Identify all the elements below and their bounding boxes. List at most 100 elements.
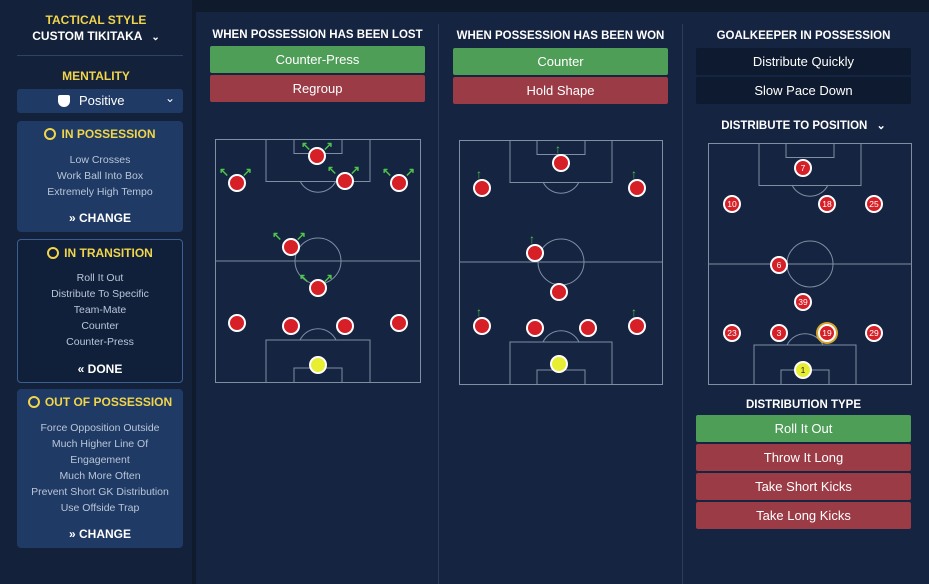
goalkeeper-marker[interactable] [309,356,327,374]
in-possession-instructions: Low Crosses Work Ball Into Box Extremely… [17,152,183,200]
player-marker[interactable]: 10 [723,195,741,213]
player-marker[interactable] [336,172,354,190]
player-marker[interactable] [390,174,408,192]
hold-shape-button[interactable]: Hold Shape [453,77,668,104]
in-possession-panel[interactable]: IN POSSESSION Low Crosses Work Ball Into… [17,121,183,232]
player-marker[interactable] [282,317,300,335]
press-arrow-icon: ↗ [323,139,334,153]
shield-icon [58,95,70,107]
done-button[interactable]: « DONE [77,362,123,376]
mentality-dropdown[interactable]: Positive ⌄ [17,89,183,113]
player-marker[interactable] [390,314,408,332]
pitch-markings [215,139,421,383]
instruction-line: Use Offside Trap [60,502,140,514]
press-arrow-icon: ↖ [272,229,283,243]
divider [17,55,183,56]
in-transition-title: IN TRANSITION [18,246,182,260]
instruction-line: Engagement [70,454,130,466]
goalkeeper-marker[interactable] [550,355,568,373]
player-marker[interactable] [526,244,544,262]
player-marker[interactable] [336,317,354,335]
player-marker[interactable] [552,154,570,172]
player-marker[interactable] [228,174,246,192]
instruction-line: Low Crosses [69,154,131,166]
player-marker[interactable]: 39 [794,293,812,311]
goalkeeper-column: GOALKEEPER IN POSSESSION Distribute Quic… [683,12,929,584]
instruction-line: Extremely High Tempo [47,186,153,198]
selected-player-marker[interactable]: 19 [818,324,836,342]
regroup-button[interactable]: Regroup [210,75,425,102]
mentality-label: MENTALITY [62,69,130,83]
distribute-to-position-dropdown[interactable]: DISTRIBUTE TO POSITION ⌄ [696,119,911,132]
take-short-kicks-button[interactable]: Take Short Kicks [696,473,911,500]
instruction-line: Distribute To Specific [51,288,149,300]
player-marker[interactable] [309,279,327,297]
column-divider [682,24,683,584]
possession-lost-title: WHEN POSSESSION HAS BEEN LOST [212,29,423,41]
possession-lost-column: WHEN POSSESSION HAS BEEN LOST Counter-Pr… [196,12,438,584]
possession-won-title: WHEN POSSESSION HAS BEEN WON [456,30,665,42]
player-marker[interactable]: 25 [865,195,883,213]
player-marker[interactable] [308,147,326,165]
player-marker[interactable] [628,179,646,197]
roll-it-out-button[interactable]: Roll It Out [696,415,911,442]
style-name: CUSTOM TIKITAKA [32,29,143,43]
in-transition-instructions: Roll It Out Distribute To Specific Team-… [18,270,182,350]
pitch-markings [459,140,663,385]
player-marker[interactable] [228,314,246,332]
forward-arrow-icon: ↑ [476,305,482,319]
player-marker[interactable] [473,179,491,197]
player-marker[interactable] [579,319,597,337]
forward-arrow-icon: ↑ [631,305,637,319]
tactical-style-label: TACTICAL STYLE [45,13,147,27]
pitch-markings [708,143,912,385]
player-marker[interactable]: 6 [770,256,788,274]
press-arrow-icon: ↖ [382,165,393,179]
distribute-to-position-label: DISTRIBUTE TO POSITION [721,120,868,132]
take-long-kicks-button[interactable]: Take Long Kicks [696,502,911,529]
player-marker[interactable] [550,283,568,301]
chevron-down-icon: ⌄ [164,91,175,105]
transition-icon [47,247,60,259]
in-transition-panel[interactable]: IN TRANSITION Roll It Out Distribute To … [17,239,183,383]
throw-it-long-button[interactable]: Throw It Long [696,444,911,471]
player-marker[interactable]: 29 [865,324,883,342]
change-button[interactable]: » CHANGE [68,527,132,541]
distribute-quickly-button[interactable]: Distribute Quickly [696,48,911,75]
player-marker[interactable] [526,319,544,337]
player-marker[interactable]: 7 [794,159,812,177]
defend-icon [27,396,40,408]
tactics-sidebar: TACTICAL STYLE CUSTOM TIKITAKA ⌄ MENTALI… [0,0,192,584]
instruction-line: Counter-Press [66,336,134,348]
double-chevron-right-icon: » [68,211,76,225]
forward-arrow-icon: ↑ [529,232,535,246]
press-arrow-icon: ↗ [350,163,361,177]
press-arrow-icon: ↗ [405,165,416,179]
player-marker[interactable]: 23 [723,324,741,342]
goalkeeper-title: GOALKEEPER IN POSSESSION [716,30,891,42]
forward-arrow-icon: ↑ [476,167,482,181]
forward-arrow-icon: ↑ [631,167,637,181]
player-marker[interactable] [628,317,646,335]
goalkeeper-marker[interactable]: 1 [794,361,812,379]
pitch-won: ↑ ↑ ↑ ↑ ↑ ↑ [459,140,663,385]
out-of-possession-title: OUT OF POSSESSION [17,395,183,409]
player-marker[interactable]: 3 [770,324,788,342]
player-marker[interactable] [473,317,491,335]
press-arrow-icon: ↖ [301,139,312,153]
slow-pace-down-button[interactable]: Slow Pace Down [696,77,911,104]
instruction-line: Much More Often [59,470,141,482]
press-arrow-icon: ↖ [219,165,230,179]
change-button[interactable]: » CHANGE [68,211,132,225]
instruction-line: Work Ball Into Box [56,170,144,182]
counter-press-button[interactable]: Counter-Press [210,46,425,73]
player-marker[interactable] [282,238,300,256]
mentality-value: Positive [79,93,125,108]
press-arrow-icon: ↖ [327,163,338,177]
press-arrow-icon: ↗ [323,271,334,285]
player-marker[interactable]: 18 [818,195,836,213]
counter-button[interactable]: Counter [453,48,668,75]
column-divider [438,24,439,584]
out-of-possession-panel[interactable]: OUT OF POSSESSION Force Opposition Outsi… [17,389,183,548]
style-selector[interactable]: CUSTOM TIKITAKA ⌄ [0,29,192,47]
